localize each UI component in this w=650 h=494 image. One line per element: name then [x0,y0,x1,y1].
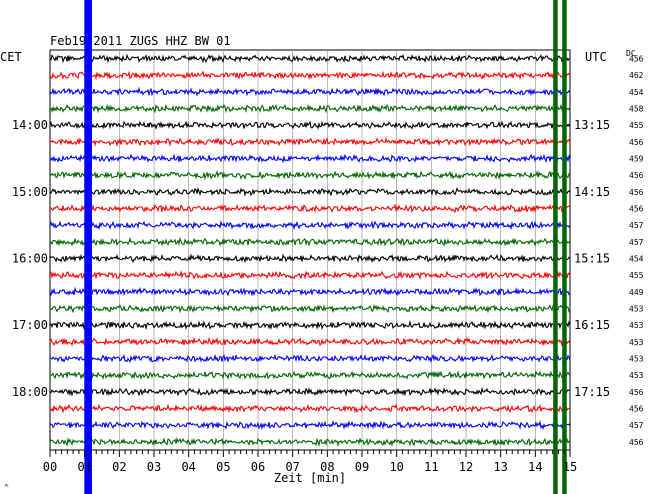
x-tick-label: 11 [424,460,438,474]
trace-line [49,286,571,297]
dc-value: 454 [629,88,644,97]
event-marker [553,0,558,494]
trace-group [49,53,571,447]
x-axis-ticks: 00 01 02 03 04 05 06 07 08 09 10 11 12 13 14 15 [43,450,577,474]
trace-line [49,120,571,130]
dc-value: 456 [629,438,644,447]
trace-line [49,219,571,231]
dc-value: 456 [629,138,644,147]
trace-line [49,270,571,280]
dc-value: 453 [629,305,644,314]
utc-tick-label: 14:15 [574,185,610,199]
dc-value: 456 [629,405,644,414]
trace-line [49,403,571,414]
dc-value: 455 [629,271,644,280]
trace-line [49,236,571,247]
trace-line [49,253,571,264]
utc-axis-label: UTC [585,50,607,64]
dc-value: 462 [629,71,644,80]
dc-value: 456 [629,388,644,397]
time-labels: 14:00 15:00 16:00 17:00 18:00 13:15 14:15 15:15… [12,118,610,399]
dc-value: 456 [629,171,644,180]
dc-label: DC [626,49,636,58]
x-tick-label: 12 [459,460,473,474]
trace-line [49,153,571,164]
cet-axis-label: CET [0,50,22,64]
cet-tick-label: 16:00 [12,252,48,266]
x-tick-label: 01 [77,460,91,474]
x-tick-label: 08 [320,460,334,474]
utc-tick-label: 17:15 [574,385,610,399]
dc-value: 449 [629,288,644,297]
footer-mark: ^ [4,483,9,492]
x-tick-label: 00 [43,460,57,474]
grid-lines [84,50,536,450]
x-tick-label: 10 [389,460,403,474]
trace-line [49,303,571,314]
trace-line [49,170,571,181]
dc-value: 454 [629,255,644,264]
cet-tick-label: 15:00 [12,185,48,199]
trace-line [49,70,571,81]
dc-value: 456 [629,188,644,197]
chart-title: Feb19 2011 ZUGS HHZ BW 01 [50,34,231,48]
event-markers [84,0,567,494]
trace-line [49,436,571,447]
x-tick-label: 13 [493,460,507,474]
utc-tick-label: 13:15 [574,118,610,132]
x-tick-label: 03 [147,460,161,474]
trace-line [49,103,571,114]
dc-value: 458 [629,105,644,114]
trace-line [49,136,571,148]
trace-line [49,53,571,64]
dc-value: 455 [629,121,644,130]
dc-value: 453 [629,371,644,380]
x-tick-label: 15 [563,460,577,474]
trace-line [49,319,571,331]
x-axis-label: Zeit [min] [274,471,346,485]
dc-value: 459 [629,155,644,164]
trace-line [49,336,571,348]
event-marker [562,0,567,494]
dc-value: 456 [629,205,644,214]
x-tick-label: 05 [216,460,230,474]
dc-value: 453 [629,355,644,364]
trace-line [49,386,571,397]
cet-tick-label: 18:00 [12,385,48,399]
dc-value: 457 [629,421,644,430]
dc-values: 456 462 454 458 455 456 459 456 456 456 457 457 454 4… [629,55,644,447]
x-tick-label: 04 [181,460,195,474]
dc-value: 457 [629,221,644,230]
event-marker [84,0,92,494]
trace-line [49,419,571,431]
dc-value: 457 [629,238,644,247]
cet-tick-label: 17:00 [12,318,48,332]
utc-tick-label: 15:15 [574,252,610,266]
utc-tick-label: 16:15 [574,318,610,332]
x-tick-label: 06 [251,460,265,474]
trace-line [49,370,571,380]
trace-line [49,86,571,97]
trace-line [50,353,571,364]
x-tick-label: 09 [355,460,369,474]
trace-line [49,203,571,214]
dc-value: 453 [629,338,644,347]
dc-value: 456 [629,55,644,64]
trace-line [49,186,571,198]
x-tick-label: 07 [285,460,299,474]
cet-tick-label: 14:00 [12,118,48,132]
dc-value: 453 [629,321,644,330]
x-tick-label: 14 [528,460,542,474]
x-tick-label: 02 [112,460,126,474]
